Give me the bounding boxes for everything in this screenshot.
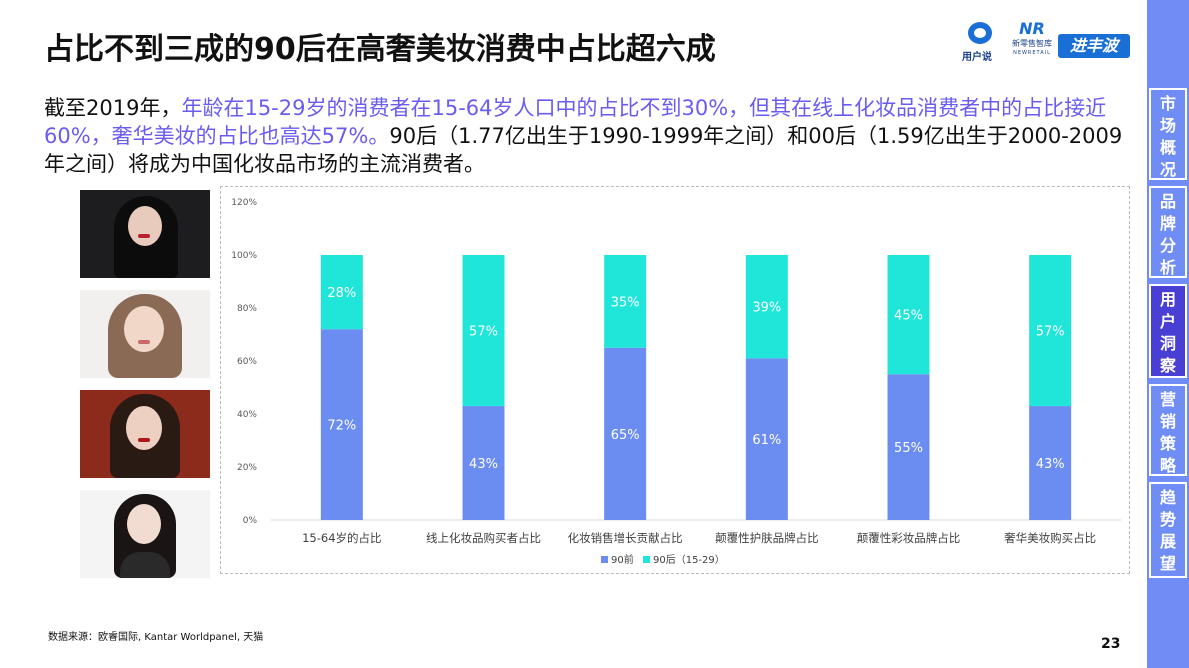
- sidebar-item-user-insight[interactable]: 用户洞察: [1149, 284, 1187, 378]
- x-tick-label: 15-64岁的占比: [302, 531, 381, 545]
- bar-pre90: [1029, 406, 1072, 520]
- bar-post90: [1029, 255, 1072, 407]
- x-tick-label: 线上化妆品购买者占比: [426, 531, 541, 545]
- data-label: 57%: [1036, 325, 1065, 340]
- bar-pre90: [887, 374, 930, 520]
- data-label: 43%: [469, 457, 498, 472]
- sidebar-item-marketing[interactable]: 营销策略: [1149, 384, 1187, 476]
- bar-pre90: [745, 358, 788, 520]
- portrait-photo-3: [80, 390, 210, 478]
- section-sidebar: 市场概况 品牌分析 用户洞察 营销策略 趋势展望: [1147, 0, 1189, 668]
- summary-part-2: 90后（1.77亿出生于1990-1999年之间）和00后（1.59亿出生于20…: [44, 124, 1123, 176]
- data-label: 65%: [611, 428, 640, 443]
- stacked-bar-chart: 0% 20% 40% 60% 80% 100% 120% 72% 28% 15-64岁的占比 43%…: [220, 186, 1130, 574]
- sidebar-item-brand[interactable]: 品牌分析: [1149, 186, 1187, 278]
- data-label: 28%: [327, 286, 356, 301]
- y-tick-label: 20%: [237, 463, 257, 473]
- bar-post90: [462, 255, 505, 407]
- y-tick-label: 120%: [231, 198, 257, 208]
- y-tick-label: 60%: [237, 357, 257, 367]
- data-label: 57%: [469, 325, 498, 340]
- bar-post90: [745, 255, 788, 359]
- data-label: 35%: [611, 295, 640, 310]
- bar-post90: [887, 255, 930, 375]
- brand-logos: 用户说 NR 新零售智库 NEWRETAIL 进丰波: [962, 20, 1132, 64]
- data-source-note: 数据来源：欧睿国际, Kantar Worldpanel, 天猫: [48, 632, 264, 643]
- data-label: 45%: [894, 309, 923, 324]
- data-label: 72%: [327, 419, 356, 434]
- x-tick-label: 化妆销售增长贡献占比: [568, 531, 683, 545]
- summary-highlight: 年龄在15-29岁的消费者在15-64岁人口中的占比不到30%，但其在线上化妆品…: [44, 96, 1107, 148]
- summary-paragraph: 截至2019年，年龄在15-29岁的消费者在15-64岁人口中的占比不到30%，…: [44, 94, 1129, 178]
- x-tick-label: 颠覆性彩妆品牌占比: [857, 531, 961, 545]
- data-label: 39%: [752, 301, 781, 316]
- bar-post90: [604, 255, 647, 348]
- newretail-logo: NR 新零售智库 NEWRETAIL: [1012, 19, 1052, 57]
- bar-post90: [320, 255, 363, 330]
- bar-pre90: [462, 406, 505, 520]
- y-tick-label: 0%: [243, 516, 258, 526]
- data-label: 55%: [894, 441, 923, 456]
- x-tick-label: 颠覆性护肤品牌占比: [715, 531, 819, 545]
- chart-svg: 0% 20% 40% 60% 80% 100% 120% 72% 28% 15-64岁的占比 43%…: [231, 198, 1121, 566]
- page-title: 占比不到三成的90后在高奢美妆消费中占比超六成: [44, 32, 716, 67]
- legend-swatch: [601, 556, 608, 563]
- sidebar-item-market[interactable]: 市场概况: [1149, 88, 1187, 180]
- portrait-photo-2: [80, 290, 210, 378]
- summary-part-1: 截至2019年，: [44, 96, 182, 120]
- portrait-photo-1: [80, 190, 210, 278]
- page-number: 23: [1101, 636, 1121, 652]
- x-tick-label: 奢华美妆购买占比: [1004, 531, 1096, 545]
- y-tick-label: 40%: [237, 410, 257, 420]
- y-tick-label: 80%: [237, 304, 257, 314]
- y-tick-label: 100%: [231, 251, 257, 261]
- portrait-photo-4: [80, 490, 210, 578]
- data-label: 61%: [752, 433, 781, 448]
- legend-label: 90后（15-29）: [653, 554, 725, 566]
- sidebar-item-trends[interactable]: 趋势展望: [1149, 482, 1187, 578]
- legend-label: 90前: [611, 553, 634, 566]
- yonghushuo-logo: 用户说: [962, 20, 1000, 64]
- jinfengbo-logo: 进丰波: [1058, 34, 1130, 58]
- bar-pre90: [320, 329, 363, 520]
- bar-pre90: [604, 347, 647, 520]
- legend-swatch: [643, 556, 650, 563]
- data-label: 43%: [1036, 457, 1065, 472]
